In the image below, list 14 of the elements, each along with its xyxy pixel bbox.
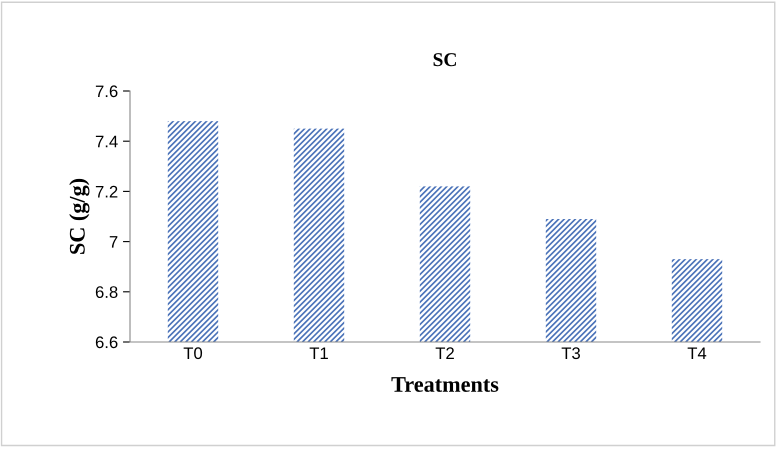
x-tick-label: T2	[436, 347, 454, 359]
y-tick-label: 7.2	[96, 186, 118, 198]
y-axis-title: SC (g/g)	[69, 178, 90, 254]
y-tick-label: 7.4	[96, 136, 118, 148]
y-tick-label: 7.6	[96, 85, 118, 98]
chart-title: SC	[434, 53, 456, 66]
y-tick-label: 7	[110, 236, 118, 248]
x-axis-title: Treatments	[391, 377, 498, 392]
x-tick-label: T0	[184, 347, 202, 360]
x-tick-label: T3	[562, 347, 580, 360]
y-tick-label: 6.6	[96, 336, 118, 348]
y-tick-label: 6.8	[96, 286, 118, 298]
x-tick-label: T4	[688, 347, 706, 359]
x-tick-label: T1	[310, 347, 328, 359]
